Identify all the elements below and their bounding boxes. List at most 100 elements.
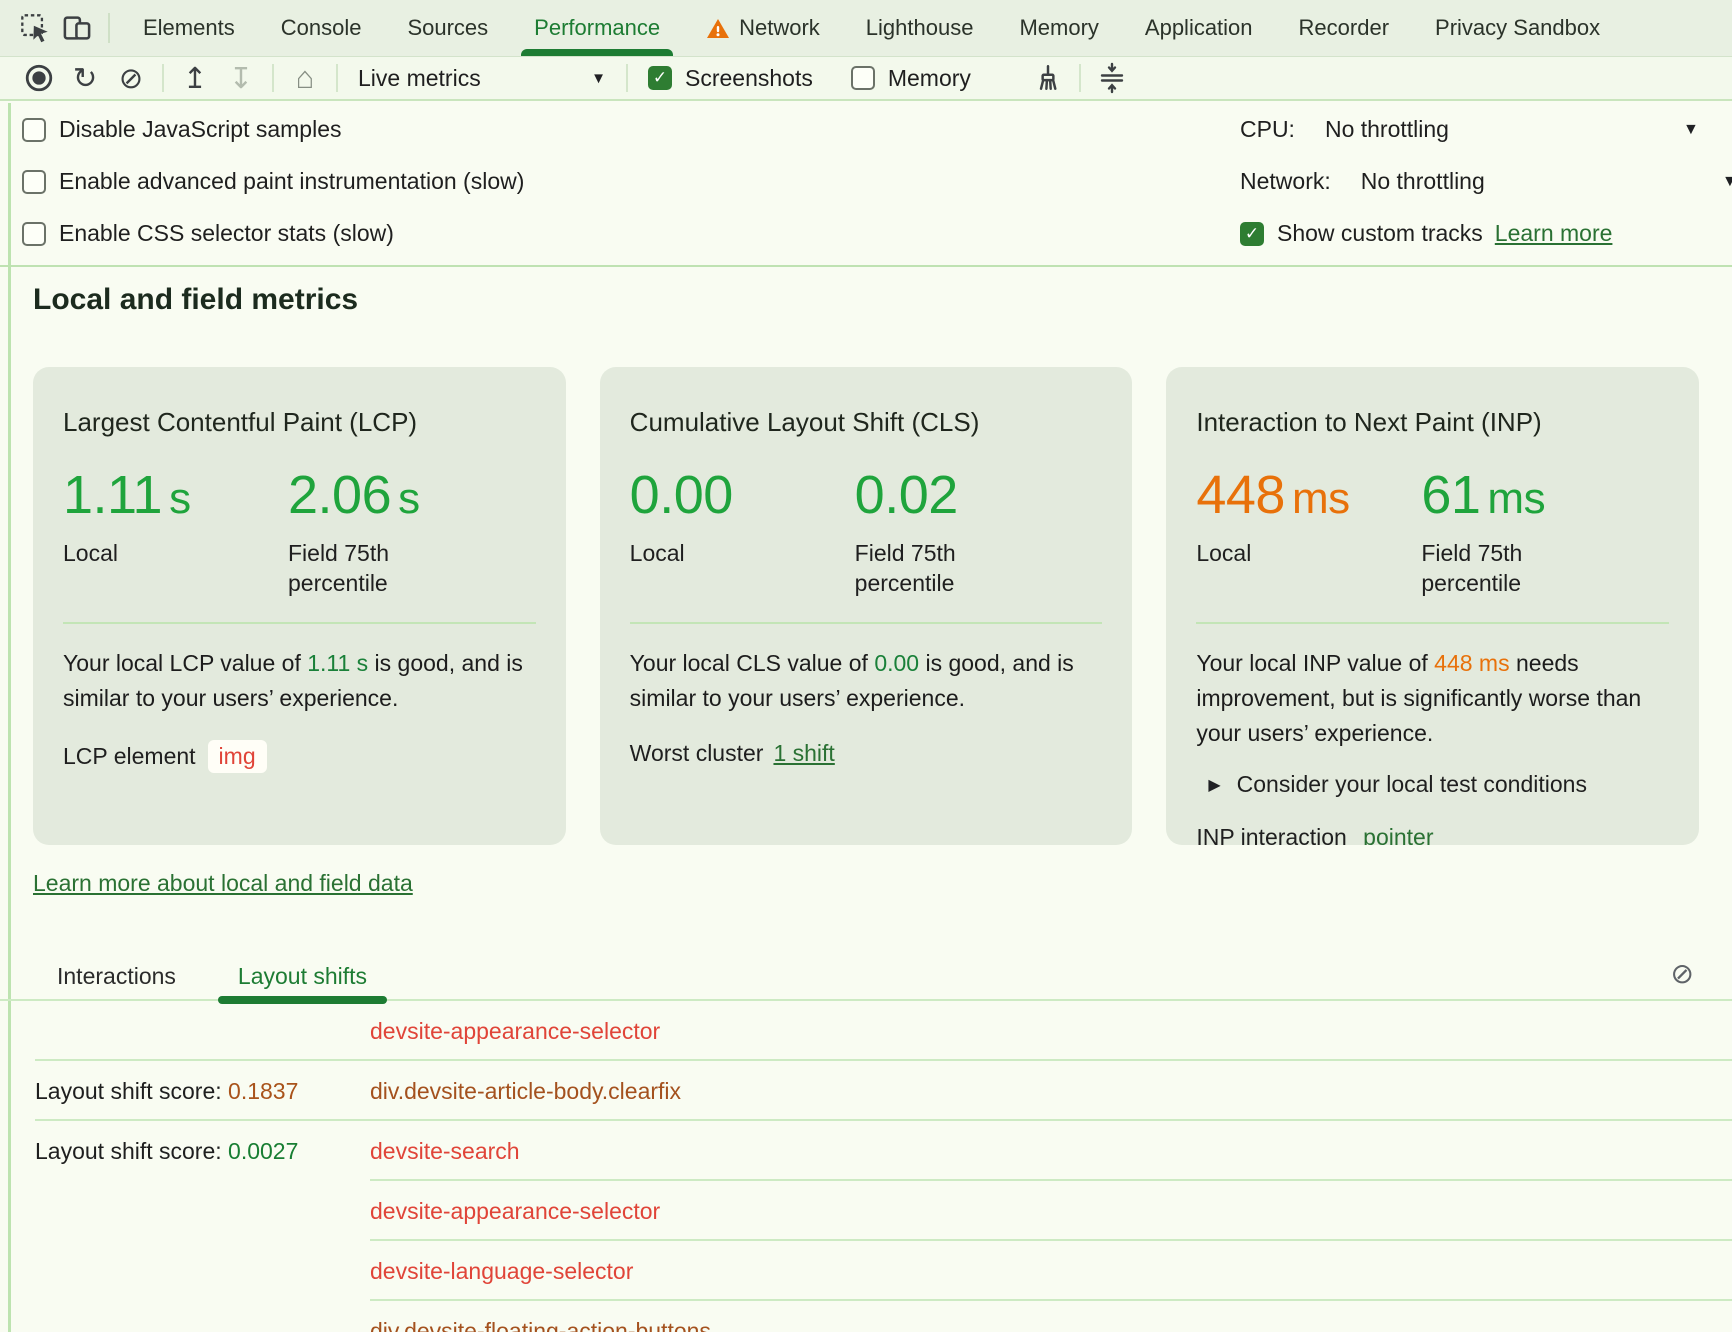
panel-left-border <box>8 103 11 1332</box>
divider <box>63 622 536 624</box>
lcp-card-title: Largest Contentful Paint (LCP) <box>63 407 418 437</box>
layout-shift-row[interactable]: Layout shift score: 0.0027 devsite-searc… <box>0 1121 1732 1181</box>
live-metrics-view: Local and field metrics Largest Contentf… <box>0 281 1732 1332</box>
tab-performance[interactable]: Performance <box>511 0 683 56</box>
tab-application[interactable]: Application <box>1144 15 1253 40</box>
inp-field-value: 61 ms <box>1421 465 1546 525</box>
divider <box>629 622 1103 624</box>
metric-cards: Largest Contentful Paint (LCP) 1.11 s Loc… <box>33 367 1700 845</box>
tab-lighthouse[interactable]: Lighthouse <box>865 15 974 40</box>
log-tab-bar: Interactions Layout shifts ⊘ <box>0 953 1732 1004</box>
layout-shift-score: Layout shift score: 0.1837 <box>35 1077 299 1104</box>
cls-description: Your local CLS value of 0.00 is good, an… <box>629 650 1074 711</box>
css-selector-stats-checkbox[interactable] <box>22 221 46 246</box>
divider <box>1196 622 1670 624</box>
layout-shift-row[interactable]: devsite-appearance-selector <box>0 1181 1732 1241</box>
inp-local-label: Local <box>1196 540 1252 566</box>
clear-icon[interactable]: ⊘ <box>118 62 144 95</box>
inp-interaction-link[interactable]: pointer <box>1363 824 1434 845</box>
screenshots-toggle[interactable]: ✓ Screenshots <box>648 65 813 92</box>
tab-console[interactable]: Console <box>280 15 362 40</box>
memory-toggle[interactable]: Memory <box>850 65 971 92</box>
tab-interactions[interactable]: Interactions <box>57 962 176 989</box>
tab-privacy-sandbox[interactable]: Privacy Sandbox <box>1435 15 1601 40</box>
divider <box>35 1059 1732 1061</box>
download-profile-icon[interactable]: ↧ <box>228 62 254 95</box>
worst-cluster-link[interactable]: 1 shift <box>773 740 835 766</box>
disable-js-samples-toggle[interactable]: Disable JavaScript samples <box>22 106 524 153</box>
tab-memory[interactable]: Memory <box>1019 15 1099 40</box>
layout-shift-row[interactable]: devsite-language-selector <box>0 1241 1732 1301</box>
node-link[interactable]: div.devsite-floating-action-buttons <box>370 1317 711 1332</box>
lcp-card: Largest Contentful Paint (LCP) 1.11 s Loc… <box>33 367 566 845</box>
inspect-element-icon[interactable] <box>14 7 56 49</box>
warning-icon <box>706 18 730 39</box>
layout-shift-row[interactable]: Layout shift score: 0.1837 div.devsite-a… <box>0 1061 1732 1121</box>
gc-broom-icon[interactable] <box>1025 59 1071 97</box>
inp-description: Your local INP value of 448 ms needs imp… <box>1196 650 1642 746</box>
chevron-down-icon[interactable]: ▼ <box>1722 172 1732 190</box>
custom-tracks-row: ✓ Show custom tracks Learn more <box>1240 210 1732 257</box>
inp-card: Interaction to Next Paint (INP) 448 ms Lo… <box>1166 367 1700 845</box>
tab-sources[interactable]: Sources <box>407 15 489 40</box>
record-icon[interactable] <box>16 59 62 97</box>
clear-log-icon[interactable]: ⊘ <box>1670 958 1694 989</box>
upload-profile-icon[interactable]: ↥ <box>182 62 208 95</box>
inp-local-value: 448 ms <box>1196 465 1350 525</box>
divider <box>370 1179 1732 1181</box>
local-field-data-learn-more-link[interactable]: Learn more about local and field data <box>33 870 413 896</box>
lcp-element-label: LCP element <box>63 743 196 769</box>
divider <box>1078 64 1081 92</box>
layout-shift-score: Layout shift score: 0.0027 <box>35 1137 299 1164</box>
css-selector-stats-toggle[interactable]: Enable CSS selector stats (slow) <box>22 210 524 257</box>
screenshots-checkbox[interactable]: ✓ <box>648 66 672 90</box>
inp-interaction-label: INP interaction <box>1196 824 1347 845</box>
disclosure-triangle-icon: ▶ <box>1208 776 1221 794</box>
tab-elements[interactable]: Elements <box>143 15 235 40</box>
inp-card-title: Interaction to Next Paint (INP) <box>1196 407 1542 437</box>
network-throttling-row: Network: No throttling ▼ <box>1240 158 1732 205</box>
tab-recorder[interactable]: Recorder <box>1298 15 1390 40</box>
tab-network[interactable]: Network <box>683 0 843 56</box>
advanced-paint-checkbox[interactable] <box>22 169 46 194</box>
divider <box>370 1299 1732 1301</box>
chevron-down-icon: ▼ <box>591 69 606 87</box>
collapse-icon[interactable] <box>1089 59 1135 97</box>
divider <box>162 64 164 92</box>
devtools-tab-strip: Elements Console Sources Performance Net… <box>0 0 1732 57</box>
layout-shift-row[interactable]: devsite-appearance-selector <box>0 1001 1732 1061</box>
advanced-paint-toggle[interactable]: Enable advanced paint instrumentation (s… <box>22 158 524 205</box>
layout-shift-list: devsite-appearance-selector Layout shift… <box>0 1001 1732 1332</box>
node-link[interactable]: devsite-search <box>370 1137 520 1164</box>
capture-settings: Disable JavaScript samples Enable advanc… <box>0 101 1732 267</box>
cls-field-label: Field 75th percentile <box>854 540 956 596</box>
divider <box>370 1239 1732 1241</box>
divider <box>35 1119 1732 1121</box>
tab-layout-shifts[interactable]: Layout shifts <box>217 953 388 1004</box>
cls-card-title: Cumulative Layout Shift (CLS) <box>629 407 980 437</box>
memory-checkbox[interactable] <box>850 66 875 90</box>
node-link[interactable]: devsite-appearance-selector <box>370 1017 661 1044</box>
lcp-element-node-link[interactable]: img <box>207 740 267 773</box>
active-tab-indicator <box>521 49 674 56</box>
home-icon[interactable]: ⌂ <box>295 60 315 95</box>
show-custom-tracks-checkbox[interactable]: ✓ <box>1240 221 1264 246</box>
network-throttling-select[interactable]: No throttling <box>1360 168 1485 194</box>
local-test-conditions-disclosure[interactable]: ▶ Consider your local test conditions <box>1208 771 1587 797</box>
node-link[interactable]: devsite-language-selector <box>370 1257 634 1284</box>
reload-icon[interactable]: ↻ <box>72 62 98 95</box>
lcp-field-label: Field 75th percentile <box>288 540 390 596</box>
custom-tracks-learn-more-link[interactable]: Learn more <box>1494 220 1613 246</box>
layout-shift-row[interactable]: div.devsite-floating-action-buttons <box>0 1301 1732 1332</box>
node-link[interactable]: devsite-appearance-selector <box>370 1197 661 1224</box>
node-link[interactable]: div.devsite-article-body.clearfix <box>370 1077 682 1104</box>
lcp-field-value: 2.06 s <box>288 465 420 525</box>
history-select[interactable]: Live metrics ▼ <box>358 64 606 91</box>
worst-cluster-label: Worst cluster <box>629 740 764 766</box>
disable-js-samples-checkbox[interactable] <box>22 117 46 142</box>
chevron-down-icon[interactable]: ▼ <box>1683 120 1699 138</box>
network-label: Network: <box>1240 168 1331 194</box>
cls-local-value: 0.00 <box>629 465 734 525</box>
cpu-throttling-select[interactable]: No throttling <box>1324 116 1449 142</box>
device-toolbar-icon[interactable] <box>56 7 98 49</box>
